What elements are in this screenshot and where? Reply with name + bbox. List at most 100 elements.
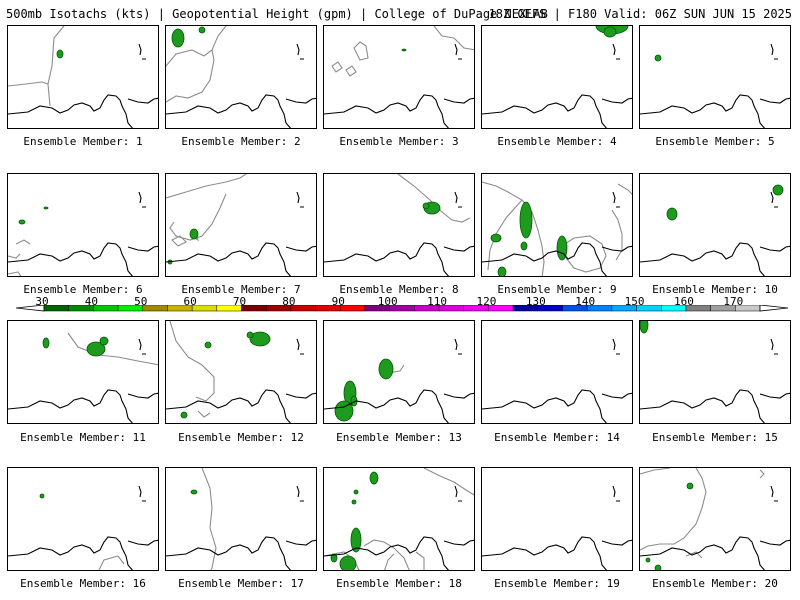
- height-contour: [345, 65, 357, 77]
- member-label: Ensemble Member: 15: [652, 431, 778, 444]
- member-label: Ensemble Member: 3: [339, 135, 459, 148]
- member-map-canvas: [640, 468, 790, 570]
- height-contour: [397, 174, 471, 223]
- isotach-shading: [369, 471, 379, 485]
- member-map-canvas: [482, 181, 632, 276]
- member-map-canvas: [166, 26, 316, 128]
- isotach-shading: [43, 206, 49, 210]
- great-lakes-outline: [612, 191, 620, 208]
- coastline: [166, 242, 316, 276]
- coastline: [166, 536, 316, 570]
- member-map-canvas: [8, 26, 158, 128]
- great-lakes-outline: [454, 485, 462, 502]
- isotach-shading: [171, 28, 185, 48]
- member-label: Ensemble Member: 11: [20, 431, 146, 444]
- member-map-canvas: [166, 321, 316, 423]
- map-header: 500mb Isotachs (kts) | Geopotential Heig…: [6, 6, 796, 22]
- member-map-canvas: [324, 468, 474, 570]
- member-map-canvas: [324, 174, 474, 276]
- member-map-canvas: [640, 184, 790, 276]
- height-contour: [423, 468, 474, 496]
- member-map-canvas: [166, 174, 316, 276]
- great-lakes-outline: [296, 338, 304, 355]
- great-lakes-outline: [454, 43, 462, 60]
- legend-tick-label: 90: [331, 295, 345, 308]
- coastline: [324, 242, 474, 276]
- isotach-shading: [42, 337, 50, 349]
- isotach-shading: [640, 321, 649, 334]
- great-lakes-outline: [296, 485, 304, 502]
- isotach-shading: [204, 341, 212, 349]
- isotach-shading: [190, 489, 198, 495]
- ensemble-member-map: [323, 467, 475, 571]
- legend-tick-label: 130: [525, 295, 546, 308]
- coastline: [166, 94, 316, 128]
- member-label: Ensemble Member: 17: [178, 577, 304, 590]
- isotach-shading: [772, 184, 784, 196]
- isotach-shading: [654, 54, 662, 62]
- coastline: [482, 536, 632, 570]
- ensemble-member-map: [323, 25, 475, 129]
- legend-tick-label: 160: [673, 295, 694, 308]
- height-contour: [8, 26, 65, 107]
- member-map-canvas: [166, 468, 316, 570]
- member-map-canvas: [482, 485, 632, 570]
- member-label: Ensemble Member: 13: [336, 431, 462, 444]
- legend-tick-label: 170: [723, 295, 744, 308]
- legend-tick-label: 80: [282, 295, 296, 308]
- coastline: [640, 389, 790, 423]
- great-lakes-outline: [770, 191, 778, 208]
- legend-color-bar: [15, 305, 789, 312]
- member-label: Ensemble Member: 2: [181, 135, 301, 148]
- coastline: [482, 242, 632, 276]
- ensemble-member-map: [481, 320, 633, 424]
- height-contour: [8, 271, 22, 276]
- isotach-shading: [246, 331, 254, 339]
- ensemble-member-map: [7, 25, 159, 129]
- height-contour: [384, 553, 395, 570]
- ensemble-member-map: [165, 467, 317, 571]
- great-lakes-outline: [138, 43, 146, 60]
- header-run-info: 18Z GEFS | F180 Valid: 06Z SUN JUN 15 20…: [488, 7, 792, 21]
- member-label: Ensemble Member: 10: [652, 283, 778, 296]
- height-contour: [759, 469, 765, 479]
- coastline: [8, 94, 158, 128]
- height-contour: [166, 26, 227, 103]
- coastline: [482, 94, 632, 128]
- isotach-shading: [422, 202, 430, 210]
- ensemble-member-map: [7, 173, 159, 277]
- great-lakes-outline: [138, 338, 146, 355]
- height-contour: [166, 174, 247, 199]
- member-label: Ensemble Member: 9: [497, 283, 617, 296]
- member-map-canvas: [482, 26, 632, 128]
- legend-tick-label: 120: [476, 295, 497, 308]
- isotach-shading: [86, 341, 106, 357]
- ensemble-member-map: [165, 25, 317, 129]
- isotach-shading: [654, 564, 662, 570]
- isotach-shading: [249, 331, 271, 347]
- height-contour: [98, 555, 125, 570]
- member-label: Ensemble Member: 12: [178, 431, 304, 444]
- member-label: Ensemble Member: 6: [23, 283, 143, 296]
- great-lakes-outline: [612, 485, 620, 502]
- great-lakes-outline: [296, 191, 304, 208]
- isotach-shading: [490, 233, 502, 243]
- isotach-shading: [353, 489, 359, 495]
- isotach-shading: [39, 493, 45, 499]
- isotach-shading: [350, 527, 362, 553]
- ensemble-member-map: [639, 467, 791, 571]
- height-contour: [685, 551, 703, 559]
- isotach-shading: [56, 49, 64, 59]
- coastline: [640, 536, 790, 570]
- great-lakes-outline: [138, 191, 146, 208]
- ensemble-member-map: [7, 320, 159, 424]
- height-contour: [201, 468, 217, 570]
- member-label: Ensemble Member: 5: [655, 135, 775, 148]
- great-lakes-outline: [770, 485, 778, 502]
- great-lakes-outline: [454, 338, 462, 355]
- legend-tick-label: 30: [35, 295, 49, 308]
- coastline: [640, 242, 790, 276]
- coastline: [166, 389, 316, 423]
- member-map-canvas: [8, 191, 158, 276]
- great-lakes-outline: [770, 43, 778, 60]
